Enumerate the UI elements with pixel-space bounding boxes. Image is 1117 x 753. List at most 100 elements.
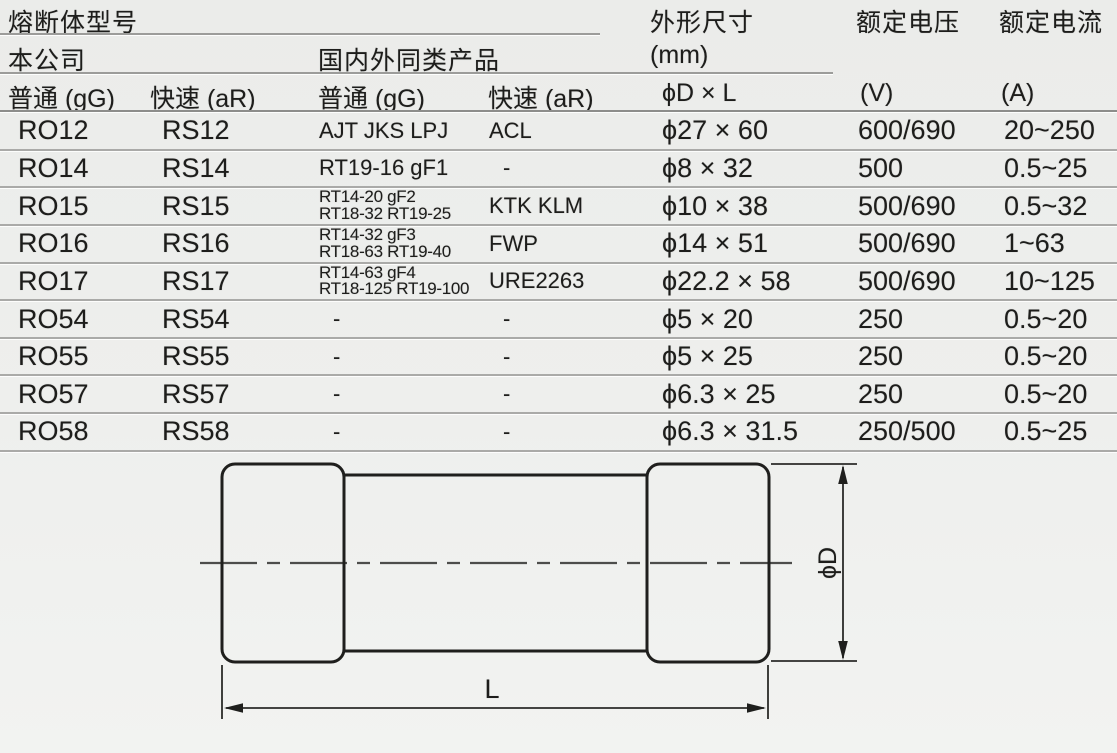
cell-current: 20~250 bbox=[1004, 115, 1095, 146]
header-voltage-unit: (V) bbox=[860, 79, 894, 107]
length-label: L bbox=[484, 674, 499, 704]
cell-voltage: 500/690 bbox=[858, 228, 956, 259]
fuse-dimension-diagram: L ϕD bbox=[200, 462, 857, 719]
cell-similar-gg: AJT JKS LPJ bbox=[319, 117, 449, 143]
table-row: RO54 RS54 - - ϕ5 × 20 250 0.5~20 bbox=[0, 301, 1117, 339]
cell-similar-gg: RT14-20 gF2 RT18-32 RT19-25 bbox=[319, 187, 451, 224]
arrow-up-icon bbox=[838, 465, 848, 484]
cell-current: 10~125 bbox=[1004, 265, 1095, 296]
header-col-gg-company: 普通 (gG) bbox=[8, 85, 115, 113]
cell-current: 0.5~20 bbox=[1004, 378, 1088, 409]
cell-current: 0.5~20 bbox=[1004, 303, 1088, 334]
cell-similar-gg: - bbox=[333, 381, 341, 407]
table-row: RO16 RS16 RT14-32 gF3 RT18-63 RT19-40 FW… bbox=[0, 226, 1117, 264]
cell-company-gg: RO17 bbox=[18, 265, 89, 296]
cell-voltage: 250 bbox=[858, 378, 904, 409]
fuse-right-cap bbox=[645, 462, 771, 664]
divider bbox=[0, 72, 833, 74]
cell-dimensions: ϕ8 × 32 bbox=[662, 152, 753, 183]
cell-similar-ar: FWP bbox=[489, 230, 538, 256]
cell-voltage: 500 bbox=[858, 152, 904, 183]
header-rated-voltage-title: 额定电压 bbox=[856, 9, 961, 37]
cell-similar-ar: URE2263 bbox=[489, 268, 585, 294]
cell-similar-ar: ACL bbox=[489, 117, 532, 143]
cell-similar-gg: - bbox=[333, 418, 341, 444]
header-col-ar-company: 快速 (aR) bbox=[150, 85, 256, 113]
cell-voltage: 250/500 bbox=[858, 416, 956, 447]
cell-company-gg: RO58 bbox=[18, 416, 89, 447]
cell-company-ar: RS15 bbox=[162, 190, 230, 221]
header-col-ar-similar: 快速 (aR) bbox=[488, 85, 594, 113]
header-col-gg-similar: 普通 (gG) bbox=[318, 85, 425, 113]
cell-voltage: 600/690 bbox=[858, 115, 956, 146]
cell-similar-ar: KTK KLM bbox=[489, 193, 584, 219]
cell-company-ar: RS14 bbox=[162, 152, 230, 183]
table-row: RO17 RS17 RT14-63 gF4 RT18-125 RT19-100 … bbox=[0, 264, 1117, 302]
cell-company-gg: RO12 bbox=[18, 115, 89, 146]
header-rated-current-title: 额定电流 bbox=[999, 9, 1104, 37]
cell-company-ar: RS17 bbox=[162, 265, 230, 296]
cell-voltage: 500/690 bbox=[858, 265, 956, 296]
arrow-right-icon bbox=[747, 703, 766, 713]
cell-company-gg: RO57 bbox=[18, 378, 89, 409]
cell-company-gg: RO16 bbox=[18, 228, 89, 259]
arrow-down-icon bbox=[838, 641, 848, 660]
cell-dimensions: ϕ6.3 × 25 bbox=[662, 378, 776, 409]
cell-similar-ar: - bbox=[503, 343, 511, 369]
cell-dimensions: ϕ22.2 × 58 bbox=[662, 265, 791, 296]
divider bbox=[0, 33, 600, 35]
cell-company-ar: RS54 bbox=[162, 303, 230, 334]
cell-dimensions: ϕ27 × 60 bbox=[662, 115, 768, 146]
table-title: 熔断体型号 bbox=[8, 9, 139, 37]
cell-dimensions: ϕ6.3 × 31.5 bbox=[662, 416, 798, 447]
cell-company-gg: RO54 bbox=[18, 303, 89, 334]
cell-similar-ar: - bbox=[503, 155, 511, 181]
spec-table: RO12 RS12 AJT JKS LPJ ACL ϕ27 × 60 600/6… bbox=[0, 113, 1117, 452]
table-row: RO14 RS14 RT19-16 gF1 - ϕ8 × 32 500 0.5~… bbox=[0, 151, 1117, 189]
header-group-similar: 国内外同类产品 bbox=[318, 47, 501, 75]
cell-company-ar: RS12 bbox=[162, 115, 230, 146]
cell-company-gg: RO15 bbox=[18, 190, 89, 221]
cell-company-ar: RS57 bbox=[162, 378, 230, 409]
cell-company-ar: RS58 bbox=[162, 416, 230, 447]
diameter-label: ϕD bbox=[814, 547, 842, 579]
header-group-company: 本公司 bbox=[8, 47, 87, 75]
header-dimensions-title: 外形尺寸 bbox=[650, 9, 755, 37]
cell-company-ar: RS16 bbox=[162, 228, 230, 259]
table-row: RO15 RS15 RT14-20 gF2 RT18-32 RT19-25 KT… bbox=[0, 188, 1117, 226]
cell-dimensions: ϕ14 × 51 bbox=[662, 228, 768, 259]
cell-voltage: 250 bbox=[858, 303, 904, 334]
cell-current: 1~63 bbox=[1004, 228, 1065, 259]
cell-similar-gg: - bbox=[333, 343, 341, 369]
header-dimensions-unit: (mm) bbox=[650, 41, 709, 69]
header-col-dim: ϕD × L bbox=[662, 79, 737, 107]
cell-similar-gg: RT14-63 gF4 RT18-125 RT19-100 bbox=[319, 262, 470, 299]
cell-dimensions: ϕ5 × 20 bbox=[662, 303, 753, 334]
cell-similar-ar: - bbox=[503, 418, 511, 444]
cell-dimensions: ϕ10 × 38 bbox=[662, 190, 768, 221]
cell-voltage: 500/690 bbox=[858, 190, 956, 221]
table-row: RO58 RS58 - - ϕ6.3 × 31.5 250/500 0.5~25 bbox=[0, 414, 1117, 452]
table-row: RO55 RS55 - - ϕ5 × 25 250 0.5~20 bbox=[0, 339, 1117, 377]
cell-current: 0.5~32 bbox=[1004, 190, 1088, 221]
cell-similar-gg: RT14-32 gF3 RT18-63 RT19-40 bbox=[319, 224, 451, 261]
table-row: RO57 RS57 - - ϕ6.3 × 25 250 0.5~20 bbox=[0, 376, 1117, 415]
cell-current: 0.5~20 bbox=[1004, 341, 1088, 372]
fuse-left-cap bbox=[220, 462, 346, 664]
cell-similar-ar: - bbox=[503, 381, 511, 407]
cell-company-ar: RS55 bbox=[162, 341, 230, 372]
cell-similar-ar: - bbox=[503, 306, 511, 332]
cell-similar-gg: RT19-16 gF1 bbox=[319, 155, 449, 181]
cell-company-gg: RO55 bbox=[18, 341, 89, 372]
header-current-unit: (A) bbox=[1001, 79, 1035, 107]
cell-voltage: 250 bbox=[858, 341, 904, 372]
cell-current: 0.5~25 bbox=[1004, 152, 1088, 183]
cell-dimensions: ϕ5 × 25 bbox=[662, 341, 753, 372]
cell-current: 0.5~25 bbox=[1004, 416, 1088, 447]
header-divider bbox=[0, 110, 1117, 112]
cell-company-gg: RO14 bbox=[18, 152, 89, 183]
cell-similar-gg: - bbox=[333, 306, 341, 332]
arrow-left-icon bbox=[224, 703, 243, 713]
table-row: RO12 RS12 AJT JKS LPJ ACL ϕ27 × 60 600/6… bbox=[0, 113, 1117, 151]
